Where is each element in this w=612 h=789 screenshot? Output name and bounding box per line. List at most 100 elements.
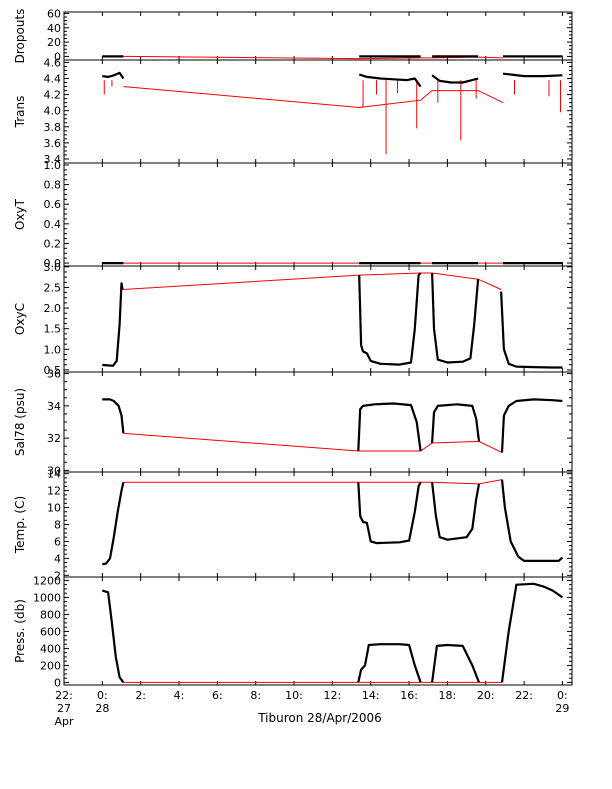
panel-temp: 2 4 6 8 10 12 14 Temp. (C) <box>13 468 573 582</box>
x-tick-label-mid-13: 29 <box>555 702 569 715</box>
y-tick-label-press-6: 1200 <box>33 574 61 587</box>
data-layer-trans <box>102 71 563 155</box>
interp-line-trans <box>123 86 504 109</box>
y-tick-label-temp-5: 12 <box>47 485 61 498</box>
panel-press: 0 200 400 600 800 1000 1200 Press. (db) <box>13 574 573 689</box>
y-tick-label-oxyc-0: 0.5 <box>44 364 62 377</box>
y-tick-label-dropouts-0: 0 <box>54 50 61 63</box>
interp-line-sal78 <box>123 432 503 454</box>
x-axis-title: Tiburon 28/Apr/2006 <box>257 711 382 725</box>
data-segment-temp-0 <box>102 481 125 566</box>
panel-frame-press <box>63 576 573 686</box>
x-tick-label-top-9: 16: <box>400 689 418 702</box>
data-segment-press-0 <box>101 589 125 684</box>
interp-line-temp <box>123 479 503 485</box>
data-segment-press-1 <box>357 643 422 683</box>
data-segment-press-3 <box>500 582 564 683</box>
data-segment-sal78-2 <box>431 403 481 444</box>
data-segment-temp-2 <box>431 482 481 541</box>
data-layer-sal78 <box>102 398 563 454</box>
panel-oxyc: 0.5 1.0 1.5 2.0 2.5 3.0 OxyC <box>13 261 573 377</box>
data-layer-temp <box>102 479 564 566</box>
x-tick-label-top-0: 22: <box>55 689 73 702</box>
y-tick-label-trans-2: 3.8 <box>44 121 62 134</box>
y-tick-label-trans-5: 4.4 <box>44 73 62 86</box>
y-tick-label-oxyt-2: 0.4 <box>44 218 62 231</box>
x-tick-label-top-7: 12: <box>324 689 342 702</box>
y-tick-label-dropouts-3: 60 <box>47 7 61 20</box>
y-tick-label-oxyt-0: 0.0 <box>44 257 62 270</box>
y-tick-label-temp-1: 4 <box>54 552 61 565</box>
y-tick-label-sal78-0: 30 <box>47 464 61 477</box>
y-tick-label-trans-6: 4.6 <box>44 56 62 69</box>
y-tick-label-oxyc-3: 2.0 <box>44 302 62 315</box>
data-segment-oxyc-1 <box>358 272 422 366</box>
y-axis-label-oxyc: OxyC <box>13 303 27 335</box>
data-segment-temp-1 <box>357 481 422 545</box>
y-tick-label-oxyt-3: 0.6 <box>44 198 62 211</box>
y-tick-label-temp-0: 2 <box>54 569 61 582</box>
y-tick-label-trans-0: 3.4 <box>44 153 62 166</box>
data-layer-press <box>101 582 564 684</box>
y-tick-label-press-5: 1000 <box>33 591 61 604</box>
data-segment-trans-2 <box>431 74 479 84</box>
y-tick-label-temp-4: 10 <box>47 502 61 515</box>
panel-frame-temp <box>63 471 573 578</box>
panel-frame-oxyc <box>63 265 573 373</box>
y-axis-label-press: Press. (db) <box>13 599 27 663</box>
data-layer-dropouts <box>102 55 563 60</box>
data-segment-oxyc-2 <box>431 272 480 364</box>
data-segment-sal78-0 <box>102 398 125 434</box>
x-tick-label-mid-1: 28 <box>95 702 109 715</box>
y-tick-label-press-3: 600 <box>40 625 61 638</box>
data-segment-sal78-1 <box>357 402 422 452</box>
y-tick-label-oxyc-5: 3.0 <box>44 261 62 274</box>
data-layer-oxyc <box>102 272 563 369</box>
y-tick-label-oxyt-1: 0.2 <box>44 237 62 250</box>
y-axis-label-dropouts: Dropouts <box>13 9 27 64</box>
panel-trans: 3.4 3.6 3.8 4.0 4.2 4.4 4.6 Trans <box>13 56 573 166</box>
panel-sal78: 30 32 34 36 Sal78 (psu) <box>13 368 573 477</box>
interp-line-dropouts <box>123 55 504 60</box>
x-tick-label-top-1: 0: <box>97 689 108 702</box>
x-tick-label-mid-0: 27 <box>57 702 71 715</box>
y-axis-label-temp: Temp. (C) <box>13 496 27 554</box>
y-tick-label-sal78-2: 34 <box>47 400 61 413</box>
data-segment-trans-3 <box>502 72 563 78</box>
panel-frame-sal78 <box>63 371 573 473</box>
y-tick-label-oxyt-5: 1.0 <box>44 159 62 172</box>
y-tick-label-oxyt-4: 0.8 <box>44 179 62 192</box>
y-tick-label-temp-6: 14 <box>47 468 61 481</box>
x-tick-label-top-4: 6: <box>212 689 223 702</box>
y-tick-label-press-2: 400 <box>40 642 61 655</box>
y-tick-label-dropouts-1: 20 <box>47 36 61 49</box>
interp-line-oxyc <box>122 272 502 290</box>
panel-frame-oxyt <box>63 162 573 267</box>
x-tick-label-top-13: 0: <box>557 689 568 702</box>
data-segment-oxyc-3 <box>500 291 563 369</box>
x-tick-label-top-6: 10: <box>285 689 303 702</box>
data-segment-sal78-3 <box>500 398 563 453</box>
y-tick-label-press-0: 0 <box>54 676 61 689</box>
y-tick-label-oxyc-1: 1.0 <box>44 343 62 356</box>
y-tick-label-press-4: 800 <box>40 608 61 621</box>
data-segment-trans-0 <box>102 71 125 80</box>
data-segment-trans-1 <box>358 73 422 88</box>
x-tick-label-top-11: 20: <box>477 689 495 702</box>
x-tick-label-bottom-0: Apr <box>54 715 74 728</box>
y-tick-label-oxyc-4: 2.5 <box>44 281 62 294</box>
x-tick-label-top-3: 4: <box>174 689 185 702</box>
x-tick-label-top-2: 2: <box>135 689 146 702</box>
y-tick-label-temp-3: 8 <box>54 519 61 532</box>
y-tick-label-temp-2: 6 <box>54 535 61 548</box>
x-tick-label-top-12: 22: <box>515 689 533 702</box>
panel-oxyt: 0.0 0.2 0.4 0.6 0.8 1.0 OxyT <box>13 159 573 270</box>
x-tick-label-top-8: 14: <box>362 689 380 702</box>
y-tick-label-trans-3: 4.0 <box>44 105 62 118</box>
y-tick-label-trans-1: 3.6 <box>44 137 62 150</box>
y-tick-label-dropouts-2: 40 <box>47 22 61 35</box>
